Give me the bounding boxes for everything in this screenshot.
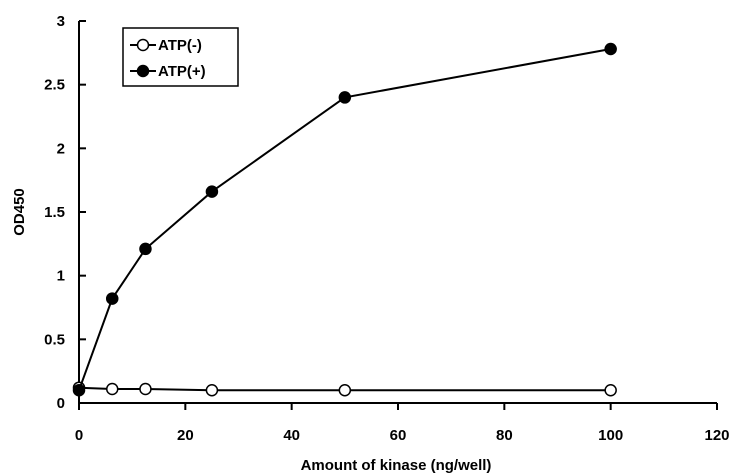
data-point-filled <box>604 42 617 56</box>
x-tick-label: 100 <box>598 427 623 444</box>
legend-label: ATP(+) <box>158 63 206 80</box>
data-point-open <box>105 382 119 396</box>
x-tick-label: 40 <box>283 427 300 444</box>
x-tick-label: 80 <box>496 427 513 444</box>
y-tick-label: 2.5 <box>44 77 65 94</box>
data-point-filled <box>105 292 119 305</box>
data-point-open <box>338 384 352 397</box>
y-tick-label: 1.5 <box>44 204 65 221</box>
y-tick-label: 3 <box>57 13 65 30</box>
x-tick-label: 20 <box>177 427 194 444</box>
series-layer <box>72 42 617 397</box>
y-tick-label: 0 <box>57 395 65 412</box>
axes: 0 0.5 1 1.5 2 2.5 3 0 20 40 60 80 100 120 <box>44 13 729 444</box>
legend: ATP(-) ATP(+) <box>122 27 239 87</box>
y-tick-label: 1 <box>57 268 65 285</box>
x-axis-label: Amount of kinase (ng/well) <box>301 457 492 474</box>
legend-label: ATP(-) <box>158 37 202 54</box>
data-point-filled <box>338 91 352 104</box>
data-point-filled <box>139 242 152 256</box>
data-point-open <box>604 384 617 397</box>
y-tick-label: 2 <box>57 140 65 157</box>
legend-marker-open <box>136 38 150 52</box>
data-point-open <box>139 382 152 396</box>
series-line-2 <box>78 48 611 391</box>
data-point-filled <box>72 384 86 397</box>
x-tick-label: 0 <box>75 427 83 444</box>
x-tick-label: 60 <box>390 427 407 444</box>
legend-marker-filled <box>136 64 150 78</box>
data-point-filled <box>205 185 219 198</box>
y-tick-label: 0.5 <box>44 331 65 348</box>
y-axis-label: OD450 <box>11 188 28 236</box>
x-tick-label: 120 <box>704 427 729 444</box>
data-point-open <box>205 384 219 397</box>
